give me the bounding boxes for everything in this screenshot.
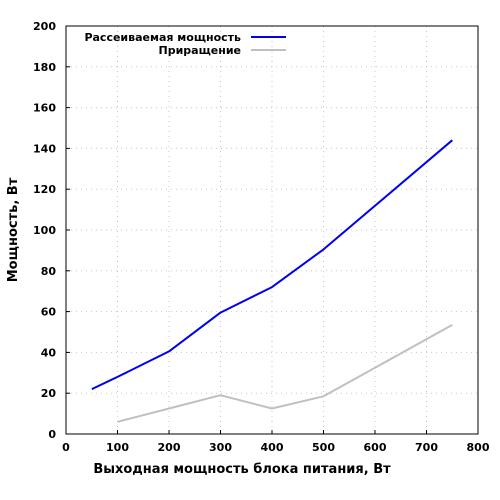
y-tick-label: 160 bbox=[33, 102, 56, 115]
x-tick-label: 300 bbox=[209, 441, 232, 454]
y-tick-label: 180 bbox=[33, 61, 56, 74]
grid bbox=[66, 26, 478, 434]
series-line-1 bbox=[91, 139, 453, 391]
y-tick-label: 80 bbox=[41, 265, 57, 278]
series-line-2 bbox=[117, 324, 453, 423]
y-tick-label: 60 bbox=[41, 306, 57, 319]
x-tick-label: 0 bbox=[62, 441, 70, 454]
x-axis-title: Выходная мощность блока питания, Вт bbox=[93, 462, 391, 477]
x-tick-label: 100 bbox=[106, 441, 129, 454]
series-layer bbox=[91, 139, 453, 423]
axis-ticks: 0 100 200 300 400 500 600 700 800 0 20 40 60 80 100 120… bbox=[33, 20, 490, 454]
x-tick-label: 600 bbox=[364, 441, 387, 454]
y-tick-label: 20 bbox=[41, 387, 57, 400]
legend-label: Рассеиваемая мощность bbox=[84, 31, 241, 44]
x-tick-label: 200 bbox=[158, 441, 181, 454]
x-tick-label: 700 bbox=[415, 441, 438, 454]
legend-label: Приращение bbox=[159, 44, 241, 57]
x-tick-label: 500 bbox=[312, 441, 335, 454]
y-tick-label: 0 bbox=[48, 428, 56, 441]
y-tick-label: 200 bbox=[33, 20, 56, 33]
y-tick-label: 100 bbox=[33, 224, 56, 237]
x-tick-label: 800 bbox=[467, 441, 490, 454]
x-tick-label: 400 bbox=[261, 441, 284, 454]
y-tick-label: 140 bbox=[33, 142, 56, 155]
y-tick-label: 120 bbox=[33, 183, 56, 196]
y-tick-label: 40 bbox=[41, 346, 57, 359]
y-axis-title: Мощность, Вт bbox=[6, 177, 21, 282]
